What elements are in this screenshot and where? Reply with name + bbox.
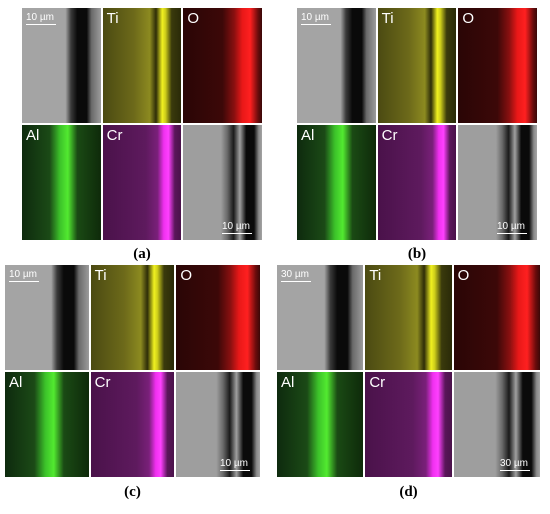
element-label: Ti xyxy=(369,267,382,284)
element-label: Al xyxy=(301,127,315,144)
element-label: O xyxy=(462,10,474,27)
scale-bar: 30 µm xyxy=(499,458,530,471)
element-label: Ti xyxy=(106,10,119,27)
element-label: Cr xyxy=(381,127,398,144)
sem-image: 10 µm xyxy=(458,125,537,240)
sem-image: 10 µm xyxy=(22,8,101,123)
element-map: Cr xyxy=(90,372,175,477)
element-map: Ti xyxy=(90,265,175,370)
element-map: O xyxy=(453,265,540,370)
sem-image: 30 µm xyxy=(453,372,540,477)
element-map: O xyxy=(458,8,537,123)
element-map: Al xyxy=(297,125,376,240)
sem-image: 30 µm xyxy=(277,265,364,370)
scale-bar: 10 µm xyxy=(26,12,56,25)
element-map: Cr xyxy=(365,372,452,477)
element-label: O xyxy=(457,267,470,284)
element-label: Cr xyxy=(94,374,111,391)
sem-image: 10 µm xyxy=(183,125,262,240)
element-map: Al xyxy=(22,125,101,240)
element-label: Cr xyxy=(369,374,386,391)
sem-image: 10 µm xyxy=(5,265,89,370)
sem-image: 10 µm xyxy=(176,372,260,477)
panel-caption: (d) xyxy=(399,484,418,500)
panel-caption: (c) xyxy=(124,484,141,500)
panel: 10 µm Ti O Al Cr 10 µm xyxy=(22,8,262,240)
element-label: Cr xyxy=(106,127,123,144)
scale-bar: 10 µm xyxy=(219,458,250,471)
scale-bar: 30 µm xyxy=(281,269,311,282)
panel: 10 µm Ti O Al Cr 10 µm xyxy=(297,8,537,240)
element-label: Al xyxy=(281,374,295,391)
element-map: Ti xyxy=(365,265,452,370)
scale-bar: 10 µm xyxy=(9,269,39,282)
element-map: O xyxy=(176,265,260,370)
element-label: O xyxy=(187,10,199,27)
panel-caption: (b) xyxy=(407,246,427,262)
scale-bar: 10 µm xyxy=(301,12,331,25)
element-map: Al xyxy=(5,372,89,477)
panel: 30 µm Ti O Al Cr 30 µm xyxy=(277,265,540,477)
element-label: Ti xyxy=(381,10,394,27)
element-map: O xyxy=(183,8,262,123)
element-map: Al xyxy=(277,372,364,477)
scale-bar: 10 µm xyxy=(221,221,252,234)
element-label: Al xyxy=(9,374,23,391)
element-map: Ti xyxy=(102,8,182,123)
element-map: Cr xyxy=(377,125,457,240)
panel: 10 µm Ti O Al Cr 10 µm xyxy=(5,265,260,477)
element-map: Ti xyxy=(377,8,457,123)
element-label: Al xyxy=(26,127,40,144)
element-label: O xyxy=(180,267,192,284)
scale-bar: 10 µm xyxy=(496,221,527,234)
element-label: Ti xyxy=(94,267,107,284)
panel-caption: (a) xyxy=(133,246,151,262)
element-map: Cr xyxy=(102,125,182,240)
sem-image: 10 µm xyxy=(297,8,376,123)
